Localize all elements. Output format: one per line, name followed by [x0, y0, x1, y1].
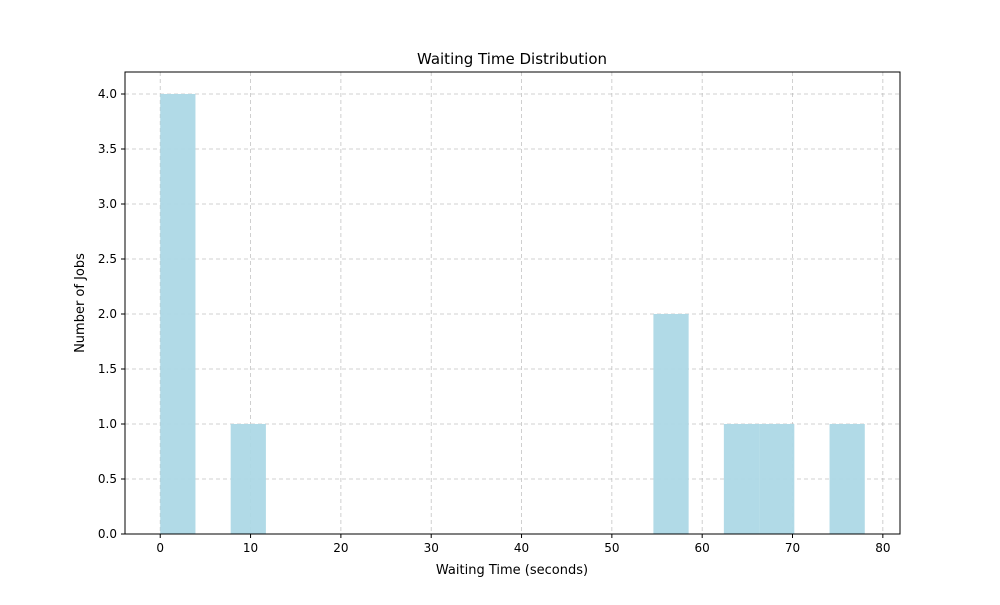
histogram-bar	[230, 424, 266, 534]
y-tick-label: 0.5	[98, 472, 117, 486]
histogram-bars	[160, 94, 865, 534]
plot-frame	[124, 71, 901, 535]
y-axis-ticks: 0.0 0.5 1.0 1.5 2.0 2.5 3.0 3.5 4.0	[98, 87, 125, 541]
x-tick-label: 20	[333, 541, 348, 555]
y-tick-label: 1.5	[98, 362, 117, 376]
x-tick-label: 50	[604, 541, 619, 555]
y-axis-label: Number of Jobs	[73, 253, 88, 353]
histogram-bar	[160, 94, 196, 534]
x-tick-label: 60	[695, 541, 710, 555]
chart-title: Waiting Time Distribution	[417, 50, 607, 68]
histogram-bar	[653, 314, 689, 534]
y-tick-label: 2.5	[98, 252, 117, 266]
y-tick-label: 0.0	[98, 527, 117, 541]
y-tick-label: 3.0	[98, 197, 117, 211]
x-tick-label: 80	[875, 541, 890, 555]
x-axis-ticks: 0 10 20 30 40 50 60 70 80	[156, 534, 890, 555]
x-tick-label: 30	[424, 541, 439, 555]
histogram-bar	[723, 424, 760, 534]
x-tick-label: 70	[785, 541, 800, 555]
histogram-bar	[759, 424, 795, 534]
x-tick-label: 40	[514, 541, 529, 555]
y-tick-label: 4.0	[98, 87, 117, 101]
y-tick-label: 1.0	[98, 417, 117, 431]
x-axis-label: Waiting Time (seconds)	[436, 563, 588, 578]
x-tick-label: 10	[243, 541, 258, 555]
y-tick-label: 2.0	[98, 307, 117, 321]
x-tick-label: 0	[156, 541, 164, 555]
y-tick-label: 3.5	[98, 142, 117, 156]
histogram-bar	[829, 424, 865, 534]
